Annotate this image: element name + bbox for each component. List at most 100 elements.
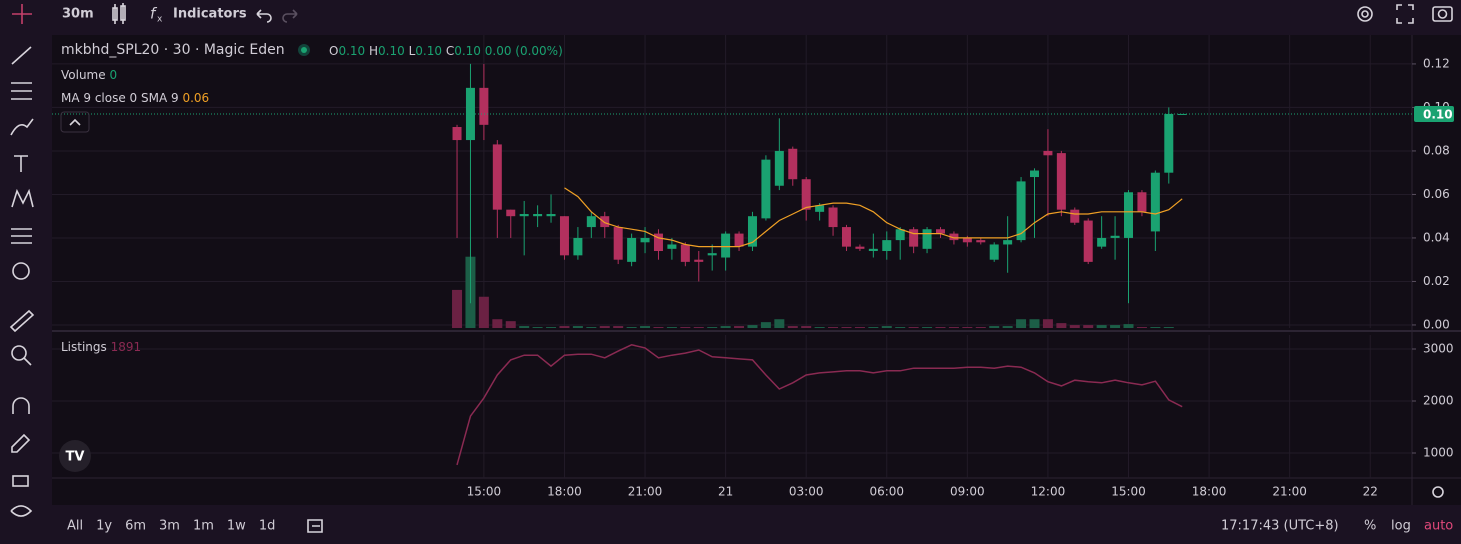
volume-bar [962,327,973,328]
candle-body [600,216,610,228]
volume-bar [519,326,530,328]
x-tick-label: 18:00 [1192,485,1227,499]
volume-bar [1056,323,1067,328]
volume-bar [1083,325,1094,328]
candle-body [546,214,556,217]
volume-bar [492,319,503,328]
range-button[interactable]: 6m [125,519,146,534]
top-toolbar: 30m f x Indicators [12,3,1453,25]
interval-button[interactable]: 30m [62,7,94,22]
candle-body [1083,220,1093,262]
prediction-tool[interactable] [11,228,32,244]
indicators-button[interactable]: Indicators [173,7,247,22]
candle-body [1124,192,1134,238]
auto-toggle[interactable]: auto [1424,519,1453,534]
log-toggle[interactable]: log [1391,519,1411,534]
magnet-tool[interactable] [12,397,30,414]
settings-icon-center [1361,10,1369,18]
hide-tool[interactable] [10,505,33,517]
candle-body [962,237,972,243]
candle-body [895,229,905,241]
lock-tool[interactable] [12,475,29,487]
tradingview-logo[interactable] [59,440,91,472]
candle-body [882,240,892,251]
volume-bar [586,327,597,328]
drawing-toolbar [9,46,35,517]
redo-icon[interactable] [282,9,298,23]
candle-body [1003,240,1013,245]
candle-body [492,144,502,210]
volume-bar [1096,325,1107,328]
candle-body [788,148,798,180]
x-tick-label: 18:00 [547,485,582,499]
goto-date-icon[interactable] [307,519,323,533]
candle-body [707,253,717,256]
pattern-tool[interactable] [11,188,34,208]
chart-area [52,35,1461,505]
volume-bar [854,327,865,328]
axis-settings-icon[interactable] [1432,486,1444,498]
collapse-legend-button[interactable] [60,111,90,133]
candle-body [1097,237,1107,247]
volume-bar [801,326,812,328]
candle-body [721,233,731,258]
volume-bar [1016,319,1027,328]
ma-name: MA 9 close 0 SMA 9 [61,91,179,105]
ohlc-key: L [409,44,416,58]
range-button[interactable]: 1y [96,519,112,534]
measure-tool[interactable] [9,309,35,333]
zoom-tool[interactable] [11,345,27,361]
y-tick-label: 2000 [1423,393,1454,407]
settings-icon[interactable] [1357,6,1373,22]
candle-body [976,240,986,243]
text-tool[interactable] [14,155,28,172]
ma-legend: MA 9 close 0 SMA 9 0.06 [61,91,209,105]
crosshair-icon[interactable] [12,4,32,24]
volume-bar [1136,327,1147,328]
volume-bar [1069,325,1080,328]
clock: 17:17:43 (UTC+8) [1221,519,1339,534]
x-tick-label: 06:00 [869,485,904,499]
undo-icon[interactable] [256,9,272,23]
range-button[interactable]: All [67,519,83,534]
candle-body [1029,170,1039,178]
emoji-tool[interactable] [12,262,30,280]
listings-name: Listings [61,340,107,354]
trendline-tool[interactable] [11,46,32,65]
volume-bar [895,327,906,328]
plot-layer: 0.12 0.10 0.08 0.06 0.04 0.02 0.00 0.10 1000 2000… [52,35,1454,499]
x-tick-label: 15:00 [467,485,502,499]
volume-bar [720,326,731,328]
volume-bar [653,327,664,328]
range-button[interactable]: 3m [159,519,180,534]
chart-type-icon[interactable] [112,3,126,24]
candle-body [653,233,663,251]
lock-drawing-tool[interactable] [11,433,31,453]
fullscreen-icon[interactable] [1396,4,1414,24]
range-button[interactable]: 1w [227,519,246,534]
candle-body [640,237,650,243]
listings-value: 1891 [111,340,142,354]
percent-toggle[interactable]: % [1364,519,1376,534]
candle-body [1164,113,1174,173]
candle-body [734,233,744,247]
volume-bar [478,296,489,328]
screenshot-icon-lens [1437,9,1448,19]
x-tick-label: 21:00 [628,485,663,499]
volume-bar [1150,327,1161,328]
candle-body [452,127,462,141]
fib-tool[interactable] [11,82,32,100]
fx-icon[interactable]: f [150,5,158,23]
candle-body [1110,235,1120,238]
volume-bar [975,327,986,328]
volume-bar [935,327,946,328]
x-tick-label: 03:00 [789,485,824,499]
range-button[interactable]: 1m [193,519,214,534]
volume-bar [626,327,637,328]
brush-tool[interactable] [10,118,34,136]
volume-bar [922,327,933,328]
volume-bar [828,327,839,328]
screenshot-icon[interactable] [1432,6,1453,22]
range-button[interactable]: 1d [259,519,276,534]
